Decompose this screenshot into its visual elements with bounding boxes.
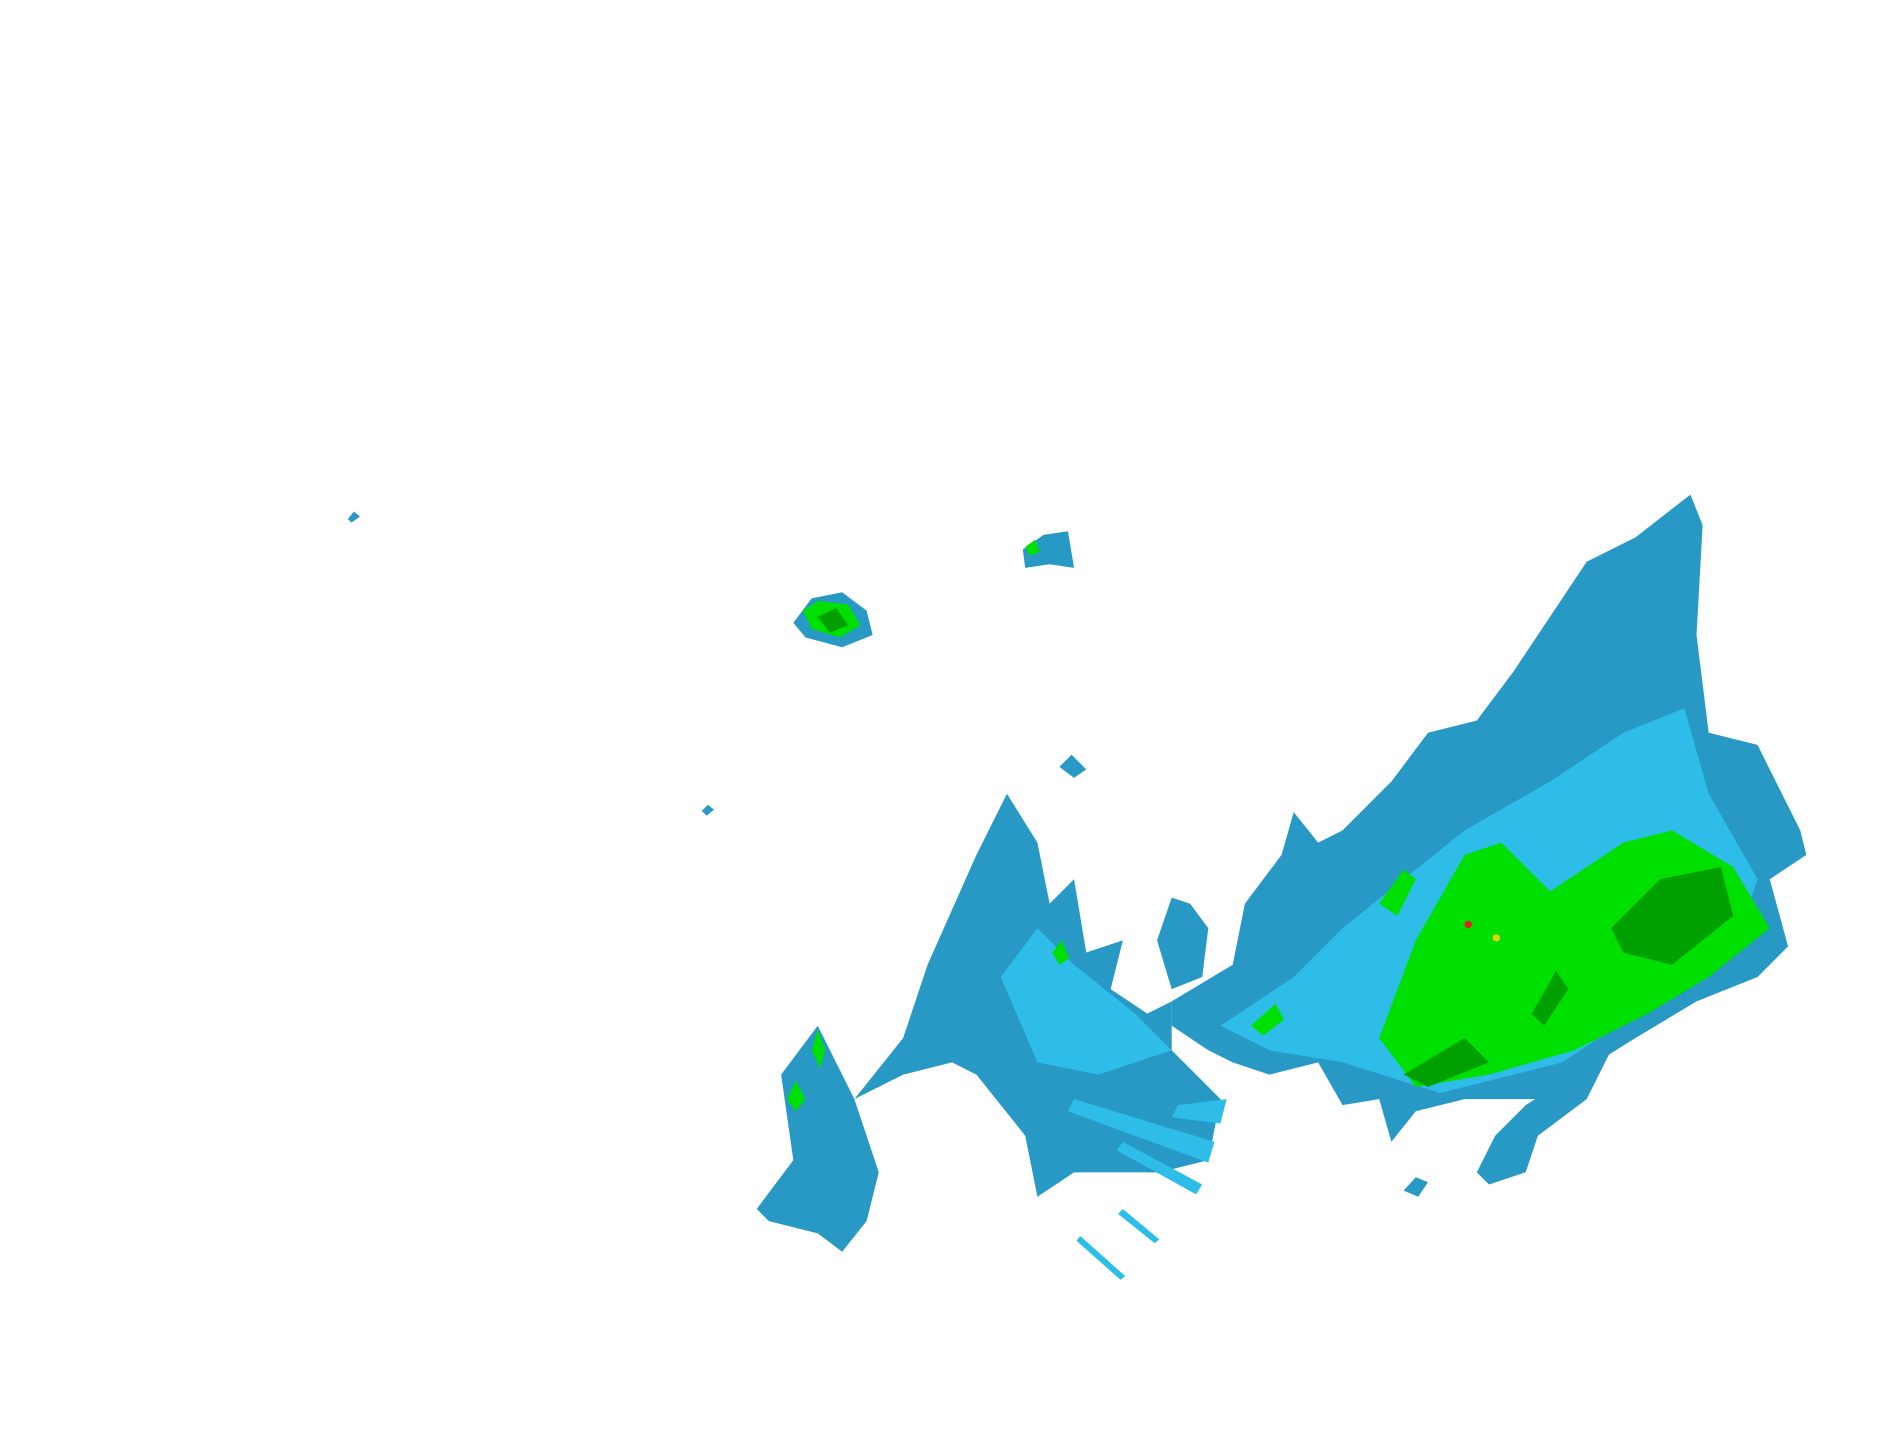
dark-green-core-3 bbox=[1531, 970, 1569, 1026]
cell-southeast-2 bbox=[1476, 1050, 1612, 1185]
streak-2 bbox=[1116, 1141, 1203, 1195]
red-cell bbox=[1464, 920, 1472, 929]
green-patch-2 bbox=[1251, 1003, 1284, 1036]
southwest-echo-chain bbox=[756, 793, 1221, 1252]
streak-4 bbox=[1076, 1235, 1126, 1280]
streak-3 bbox=[1171, 1099, 1227, 1124]
cell-north bbox=[1022, 531, 1075, 568]
green-patch-north bbox=[1025, 539, 1040, 556]
green-patch-1 bbox=[1379, 869, 1416, 916]
cell-tiny-1 bbox=[347, 511, 361, 523]
green-patch-4 bbox=[787, 1080, 806, 1112]
cell-tiny-3 bbox=[1059, 754, 1087, 778]
dark-green-core-nw bbox=[817, 608, 849, 633]
dark-green-core-2 bbox=[1403, 1038, 1490, 1087]
yellow-cell bbox=[1492, 934, 1501, 942]
green-patch-5 bbox=[1052, 940, 1070, 965]
chain-core bbox=[1000, 928, 1172, 1075]
cell-west-island bbox=[1157, 897, 1209, 990]
streak-1 bbox=[1067, 1099, 1215, 1163]
green-patch-3 bbox=[811, 1029, 826, 1069]
precip-level-5-6 bbox=[1464, 920, 1501, 942]
streak-5 bbox=[1117, 1208, 1160, 1244]
cell-tiny-2 bbox=[701, 804, 714, 816]
cell-southeast-1 bbox=[1403, 1177, 1428, 1197]
